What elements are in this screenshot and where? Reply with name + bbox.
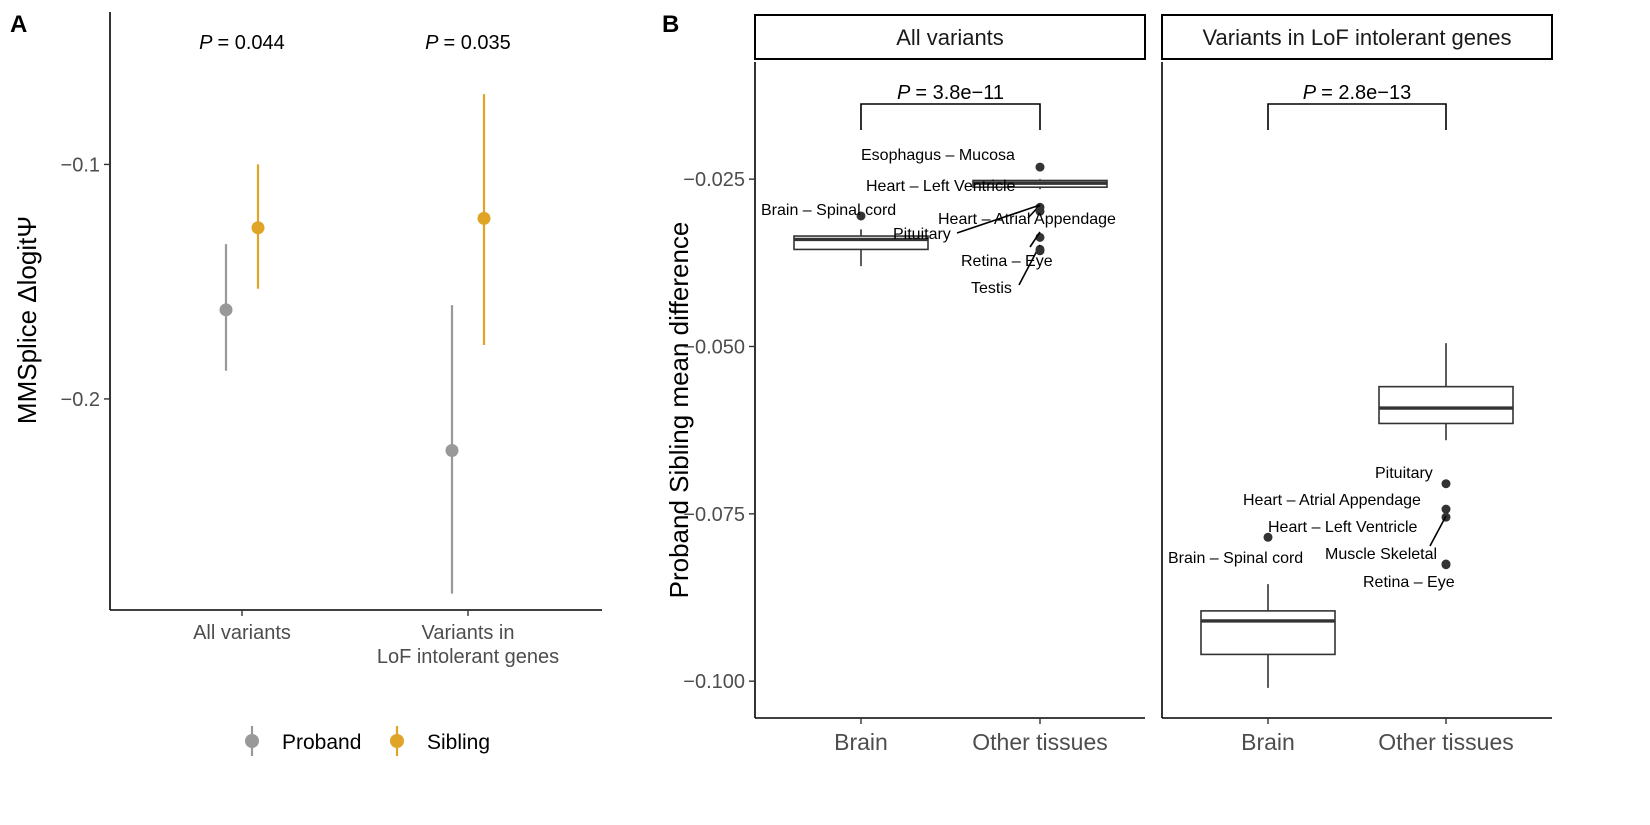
panel-b-y-tick-label: −0.100 [683,671,745,693]
outlier-label: Muscle Skeletal [1325,546,1437,563]
legend-label-sibling: Sibling [427,731,490,754]
panel-b-chart: Proband Sibling mean difference −0.025 −0… [664,14,1553,755]
facet-lof-intolerant: Variants in LoF intolerant genes Brain Oth… [1161,14,1553,755]
outlier-point [856,211,866,221]
significance-bracket [860,103,1041,130]
facet-all-variants: All variants Brain Other tissues P = 3.8e−11… [754,14,1146,755]
panel-a-y-tick-label: −0.2 [61,389,100,411]
legend-key-point-sibling [390,734,404,748]
outlier-point [1441,560,1451,570]
outlier-point [1035,162,1045,172]
panel-a-chart: MMSplice ΔlogitΨ −0.1 −0.2 All variants Var… [12,12,602,668]
facet-strip [1161,14,1553,60]
panel-a-point-sibling [477,211,491,225]
panel-a-y-tick-label: −0.1 [61,154,100,176]
box-body [1200,610,1336,656]
outlier-leader-line [1029,231,1041,248]
panel-b-x-tick-label: Other tissues [1378,729,1514,755]
outlier-label: Retina – Eye [961,253,1053,270]
panel-b-letter: B [662,11,679,38]
outlier-label: Brain – Spinal cord [761,202,896,219]
panel-a-x-tick-label: All variants [193,622,291,644]
panel-a-point-sibling [251,221,265,235]
outlier-label: Retina – Eye [1363,574,1455,591]
outlier-point [1263,532,1273,542]
outlier-leader-line [956,204,1041,234]
panel-a-p-value: P = 0.035 [425,32,511,54]
outlier-label: Esophagus – Mucosa [861,147,1015,164]
legend-key-point-proband [245,734,259,748]
legend-label-proband: Proband [282,731,361,754]
panel-b-y-tick-label: −0.075 [683,504,745,526]
panel-b-y-axis-title: Proband Sibling mean difference [664,222,694,599]
outlier-point [1035,246,1045,256]
outlier-label: Pituitary [893,226,951,243]
outlier-leader-line [1429,515,1447,547]
outlier-label: Heart – Left Ventricle [866,178,1016,195]
facet-title: Variants in LoF intolerant genes [1203,25,1512,50]
outlier-label: Heart – Atrial Appendage [938,211,1116,228]
significance-bracket [1267,103,1447,130]
outlier-label: Testis [971,280,1012,297]
panel-a-point-proband [445,444,459,458]
panel-a-x-tick-label: Variants in LoF intolerant genes [377,622,559,668]
panel-b-x-tick-label: Other tissues [972,729,1108,755]
panel-b-x-tick-label: Brain [834,729,888,755]
outlier-point [1035,206,1045,216]
panel-b-y-tick-label: −0.050 [683,336,745,358]
panel-b-x-tick-label: Brain [1241,729,1295,755]
facet-strip [754,14,1146,60]
panel-a-point-proband [219,303,233,317]
outlier-point [1441,479,1451,489]
panel-b-p-value: P = 3.8e−11 [897,82,1004,104]
outlier-point [1441,504,1451,514]
panel-a-p-value: P = 0.044 [199,32,285,54]
panel-a-letter: A [10,11,27,38]
panel-a-legend: Proband Sibling [245,726,490,756]
outlier-leader-line [1027,204,1041,219]
panel-b-p-value: P = 2.8e−13 [1303,82,1411,104]
outlier-label: Brain – Spinal cord [1168,550,1303,567]
outlier-label: Heart – Atrial Appendage [1243,492,1421,509]
outlier-label: Heart – Left Ventricle [1268,519,1418,536]
box-body [1378,385,1514,425]
panel-b-y-tick-label: −0.025 [683,169,745,191]
panel-a-y-axis-title: MMSplice ΔlogitΨ [12,216,42,424]
facet-title: All variants [896,25,1004,50]
outlier-label: Pituitary [1375,465,1433,482]
